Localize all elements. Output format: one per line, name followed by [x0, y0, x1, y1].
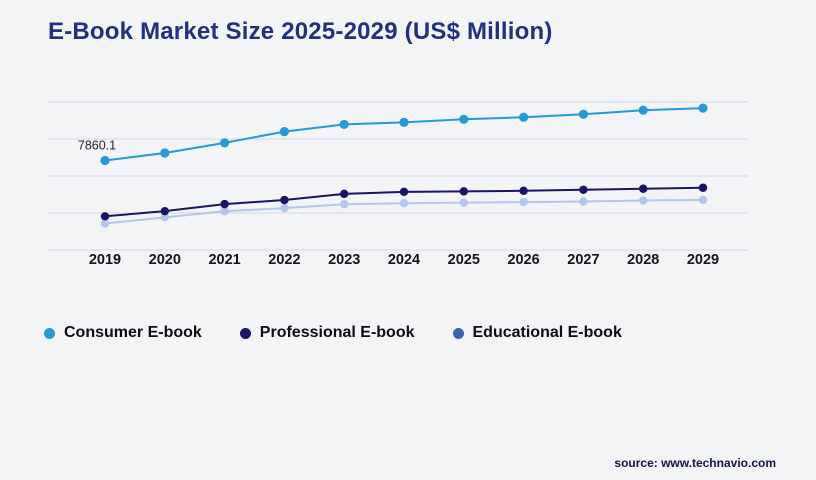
legend-item-educational[interactable]: Educational E-book: [453, 324, 622, 342]
data-point-professional-e-book: [460, 187, 468, 195]
legend-label-educational: Educational E-book: [473, 324, 622, 342]
data-point-educational-e-book: [519, 198, 527, 206]
x-axis-label: 2028: [627, 252, 659, 268]
data-point-educational-e-book: [639, 196, 647, 204]
x-axis-label: 2024: [388, 252, 420, 268]
data-point-professional-e-book: [579, 186, 587, 194]
data-point-consumer-e-book: [459, 115, 468, 124]
data-point-educational-e-book: [579, 197, 587, 205]
x-axis-label: 2023: [328, 252, 360, 268]
series-line-consumer-e-book: [105, 108, 703, 160]
legend-item-consumer[interactable]: Consumer E-book: [44, 324, 202, 342]
data-point-consumer-e-book: [100, 156, 109, 165]
data-point-educational-e-book: [460, 198, 468, 206]
professional-series-dot-icon: [240, 328, 251, 339]
data-point-professional-e-book: [161, 207, 169, 215]
data-point-consumer-e-book: [160, 148, 169, 157]
chart-svg: 2019 2020 2021 2022 2023 2024 2025 2026 2027 2028…: [48, 94, 748, 270]
x-axis-label: 2025: [448, 252, 480, 268]
data-point-consumer-e-book: [340, 120, 349, 129]
x-axis-label: 2020: [149, 252, 181, 268]
legend-label-consumer: Consumer E-book: [64, 324, 202, 342]
data-point-professional-e-book: [280, 196, 288, 204]
data-point-consumer-e-book: [399, 118, 408, 127]
data-point-educational-e-book: [101, 219, 109, 227]
x-axis-label: 2019: [89, 252, 121, 268]
data-point-educational-e-book: [699, 196, 707, 204]
data-point-consumer-e-book: [579, 110, 588, 119]
educational-series-dot-icon: [453, 328, 464, 339]
x-axis-label: 2022: [268, 252, 300, 268]
consumer-series-dot-icon: [44, 328, 55, 339]
data-point-educational-e-book: [400, 199, 408, 207]
data-point-consumer-e-book: [220, 138, 229, 147]
line-chart: 2019 2020 2021 2022 2023 2024 2025 2026 2027 2028…: [48, 94, 748, 270]
x-axis-label: 2029: [687, 252, 719, 268]
data-point-educational-e-book: [280, 204, 288, 212]
legend-label-professional: Professional E-book: [260, 324, 415, 342]
data-point-professional-e-book: [101, 212, 109, 220]
data-point-professional-e-book: [340, 190, 348, 198]
data-point-educational-e-book: [340, 200, 348, 208]
data-point-educational-e-book: [220, 207, 228, 215]
data-point-professional-e-book: [519, 187, 527, 195]
page-title: E-Book Market Size 2025-2029 (US$ Millio…: [48, 18, 553, 46]
chart-legend: Consumer E-book Professional E-book Educ…: [44, 324, 622, 342]
data-point-professional-e-book: [639, 185, 647, 193]
data-point-consumer-e-book: [519, 113, 528, 122]
x-axis-label: 2027: [567, 252, 599, 268]
data-point-professional-e-book: [220, 200, 228, 208]
data-point-consumer-e-book: [280, 127, 289, 136]
data-label-annotation: 7860.1: [78, 139, 116, 153]
source-attribution: source: www.technavio.com: [614, 456, 776, 470]
legend-item-professional[interactable]: Professional E-book: [240, 324, 415, 342]
x-axis-label: 2021: [208, 252, 240, 268]
data-point-consumer-e-book: [698, 104, 707, 113]
data-point-consumer-e-book: [639, 106, 648, 115]
x-axis-label: 2026: [507, 252, 539, 268]
data-point-professional-e-book: [699, 184, 707, 192]
data-point-professional-e-book: [400, 188, 408, 196]
